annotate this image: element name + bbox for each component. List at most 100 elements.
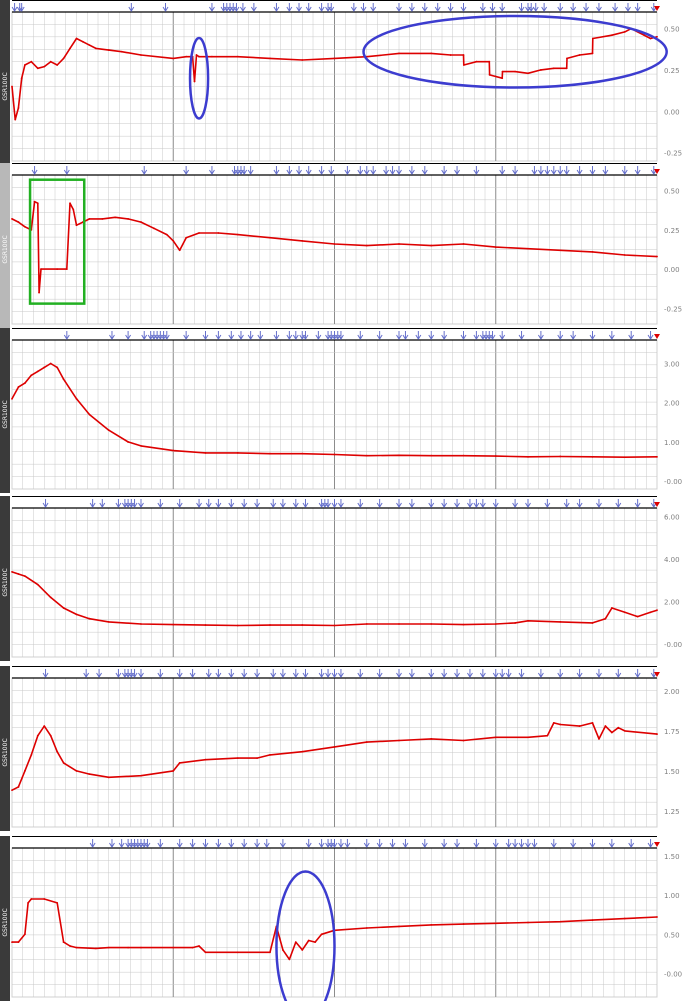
y-axis-label: GSR100C — [2, 568, 9, 596]
data-point — [623, 917, 626, 920]
y-axis-label: GSR100C — [2, 908, 9, 936]
data-trace — [11, 722, 658, 791]
event-marker — [183, 331, 190, 340]
data-point — [365, 454, 368, 457]
data-point — [269, 624, 271, 626]
data-point — [88, 218, 91, 220]
data-point — [114, 216, 117, 219]
data-point — [623, 729, 626, 732]
event-marker — [338, 499, 344, 508]
event-marker — [302, 331, 309, 340]
event-marker — [325, 3, 331, 12]
data-point — [56, 901, 59, 904]
event-marker — [279, 499, 286, 508]
data-point — [301, 59, 304, 61]
event-marker — [370, 3, 377, 12]
annotation-rect — [28, 178, 86, 305]
event-marker — [183, 166, 190, 175]
event-marker — [157, 331, 164, 340]
data-point — [236, 233, 239, 236]
event-marker — [499, 3, 506, 12]
event-marker — [634, 166, 641, 175]
data-point — [204, 951, 207, 954]
annotation-ellipse — [188, 36, 210, 120]
annotation-ellipse — [362, 14, 668, 89]
left-bar — [0, 0, 10, 165]
end-marker — [654, 6, 660, 11]
data-point — [462, 54, 465, 56]
event-marker — [454, 166, 460, 175]
data-point — [301, 239, 304, 242]
event-marker — [215, 499, 222, 508]
event-marker — [532, 3, 539, 12]
event-marker — [389, 839, 396, 848]
data-points — [11, 570, 658, 627]
event-marker — [263, 839, 270, 848]
event-marker — [421, 839, 428, 848]
data-point — [75, 770, 78, 772]
event-marker — [299, 331, 306, 340]
event-marker — [42, 499, 49, 508]
event-marker — [454, 499, 460, 508]
event-marker — [492, 669, 499, 678]
data-point — [610, 731, 613, 734]
data-point — [211, 55, 213, 58]
event-marker — [483, 331, 489, 340]
data-point — [140, 946, 142, 949]
event-marker — [254, 669, 261, 678]
data-point — [198, 945, 200, 947]
event-marker — [634, 669, 641, 678]
event-markers — [63, 331, 654, 340]
data-point — [27, 901, 30, 904]
left-bar — [0, 666, 10, 831]
event-marker — [228, 499, 235, 508]
event-marker — [305, 3, 312, 12]
event-marker — [160, 331, 167, 340]
data-point — [333, 745, 336, 748]
data-point — [140, 623, 142, 625]
data-point — [36, 202, 39, 205]
event-marker — [396, 499, 402, 508]
chart-panel-3: GSR100C 3.00 2.00 1.00 -0.00 — [0, 328, 682, 493]
event-marker — [196, 499, 202, 508]
end-marker — [654, 502, 660, 507]
y-tick-label: 1.50 — [664, 853, 680, 861]
event-marker — [125, 499, 132, 508]
event-marker — [83, 669, 90, 678]
event-marker — [302, 669, 309, 678]
event-marker — [89, 499, 96, 508]
event-marker — [608, 331, 615, 340]
event-marker — [157, 669, 164, 678]
event-marker — [563, 499, 570, 508]
data-point — [566, 57, 568, 60]
event-marker — [121, 669, 128, 678]
event-marker — [325, 331, 331, 340]
event-marker — [479, 669, 486, 678]
event-marker — [376, 669, 383, 678]
data-point — [49, 60, 52, 63]
data-point — [314, 941, 317, 944]
y-axis-label: GSR100C — [2, 235, 9, 263]
event-marker — [634, 3, 641, 12]
data-point — [204, 452, 207, 454]
data-point — [56, 750, 59, 753]
event-marker — [189, 669, 196, 678]
data-point — [127, 441, 129, 443]
y-axis-label: GSR100C — [2, 72, 9, 100]
event-marker — [460, 3, 467, 12]
data-point — [527, 921, 529, 924]
data-point — [301, 949, 304, 951]
data-point — [107, 776, 110, 779]
event-marker — [350, 3, 357, 12]
event-marker — [557, 669, 564, 678]
data-trace — [11, 200, 658, 294]
event-marker — [479, 3, 486, 12]
data-point — [527, 736, 529, 739]
event-marker — [227, 3, 233, 12]
data-point — [398, 52, 400, 55]
data-points — [11, 898, 658, 961]
data-point — [195, 54, 198, 56]
event-marker — [286, 331, 293, 340]
data-point — [43, 65, 46, 68]
y-tick-label: 0.25 — [664, 67, 680, 75]
